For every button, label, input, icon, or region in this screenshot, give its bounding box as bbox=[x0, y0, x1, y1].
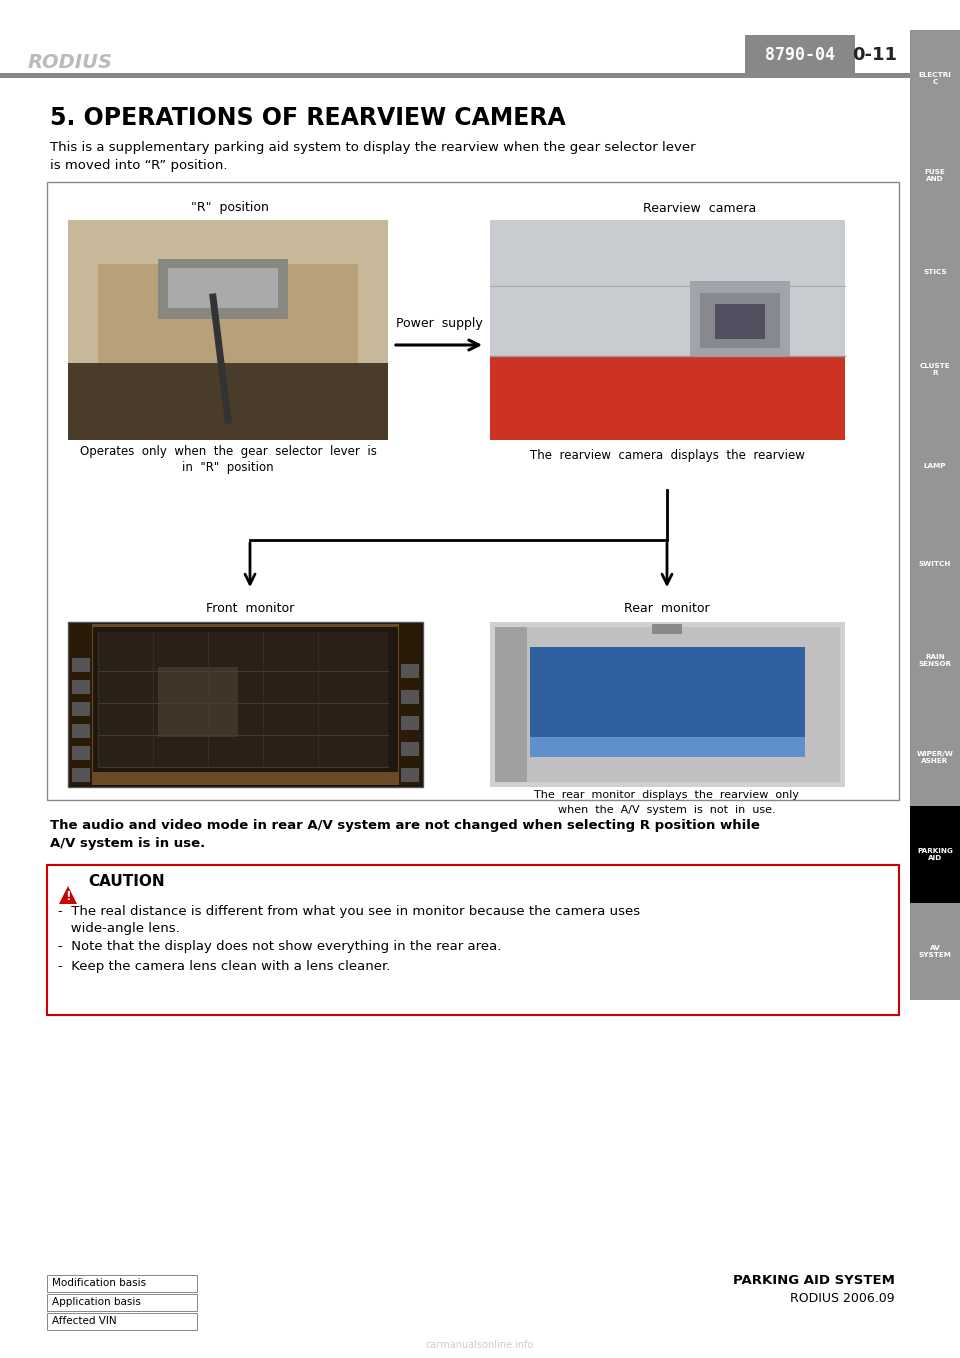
Text: when  the  A/V  system  is  not  in  use.: when the A/V system is not in use. bbox=[558, 805, 776, 815]
Bar bbox=[68, 363, 388, 440]
Text: 5. OPERATIONS OF REARVIEW CAMERA: 5. OPERATIONS OF REARVIEW CAMERA bbox=[50, 106, 565, 130]
Bar bbox=[93, 627, 398, 771]
Text: carmanualsonline.info: carmanualsonline.info bbox=[426, 1340, 534, 1350]
Text: The  rear  monitor  displays  the  rearview  only: The rear monitor displays the rearview o… bbox=[535, 790, 800, 800]
Text: Power  supply: Power supply bbox=[396, 316, 482, 330]
Bar bbox=[715, 304, 765, 338]
Bar bbox=[72, 702, 90, 716]
Bar bbox=[495, 627, 840, 782]
Bar bbox=[72, 680, 90, 694]
Text: -  Keep the camera lens clean with a lens cleaner.: - Keep the camera lens clean with a lens… bbox=[58, 960, 391, 972]
Text: !: ! bbox=[65, 891, 71, 903]
Text: RODIUS: RODIUS bbox=[28, 53, 113, 72]
Bar bbox=[0, 73, 910, 77]
Text: Rear  monitor: Rear monitor bbox=[624, 602, 709, 615]
Text: PARKING
AID: PARKING AID bbox=[917, 847, 953, 861]
Text: WIPER/W
ASHER: WIPER/W ASHER bbox=[917, 751, 953, 765]
Bar bbox=[910, 709, 960, 807]
Bar bbox=[690, 281, 790, 356]
Bar bbox=[72, 659, 90, 672]
Text: 0-11: 0-11 bbox=[852, 46, 898, 64]
Bar bbox=[910, 612, 960, 709]
Bar bbox=[401, 690, 419, 703]
Text: SWITCH: SWITCH bbox=[919, 561, 951, 566]
Text: "R"  position: "R" position bbox=[191, 201, 269, 215]
Text: Front  monitor: Front monitor bbox=[205, 602, 294, 615]
Bar bbox=[530, 737, 805, 756]
Bar bbox=[401, 741, 419, 756]
Bar bbox=[910, 807, 960, 903]
Bar bbox=[530, 646, 805, 756]
Text: 8790-04: 8790-04 bbox=[765, 46, 835, 64]
Bar bbox=[652, 623, 682, 634]
Bar bbox=[495, 627, 527, 782]
Text: -  The real distance is different from what you see in monitor because the camer: - The real distance is different from wh… bbox=[58, 904, 640, 918]
Text: This is a supplementary parking aid system to display the rearview when the gear: This is a supplementary parking aid syst… bbox=[50, 141, 696, 155]
Bar bbox=[70, 623, 92, 785]
Text: The  rearview  camera  displays  the  rearview: The rearview camera displays the rearvie… bbox=[530, 448, 804, 462]
Bar bbox=[490, 622, 845, 788]
Text: -  Note that the display does not show everything in the rear area.: - Note that the display does not show ev… bbox=[58, 940, 501, 953]
Bar bbox=[700, 292, 780, 348]
Bar bbox=[68, 622, 423, 788]
Bar bbox=[47, 1313, 197, 1329]
Text: in  "R"  position: in "R" position bbox=[182, 462, 274, 474]
Text: AV
SYSTEM: AV SYSTEM bbox=[919, 945, 951, 957]
Bar bbox=[910, 515, 960, 612]
Text: CLUSTE
R: CLUSTE R bbox=[920, 363, 950, 376]
Bar bbox=[98, 263, 358, 363]
Bar bbox=[399, 623, 421, 785]
Text: FUSE
AND: FUSE AND bbox=[924, 168, 946, 182]
Bar bbox=[158, 259, 288, 319]
Text: Operates  only  when  the  gear  selector  lever  is: Operates only when the gear selector lev… bbox=[80, 445, 376, 459]
Polygon shape bbox=[59, 885, 77, 904]
Text: LAMP: LAMP bbox=[924, 463, 947, 470]
Bar bbox=[98, 631, 388, 767]
Bar bbox=[47, 1294, 197, 1310]
Bar bbox=[401, 769, 419, 782]
Text: RAIN
SENSOR: RAIN SENSOR bbox=[919, 655, 951, 667]
Text: ELECTRI
C: ELECTRI C bbox=[919, 72, 951, 86]
Bar bbox=[68, 220, 388, 440]
Bar bbox=[72, 746, 90, 760]
Bar bbox=[490, 220, 845, 356]
Bar bbox=[72, 724, 90, 737]
Bar bbox=[745, 35, 855, 75]
Bar bbox=[910, 418, 960, 515]
Text: Rearview  camera: Rearview camera bbox=[643, 201, 756, 215]
Bar bbox=[910, 224, 960, 320]
Bar bbox=[910, 30, 960, 128]
Text: Modification basis: Modification basis bbox=[52, 1278, 146, 1287]
Bar bbox=[490, 356, 845, 440]
Bar bbox=[910, 903, 960, 999]
Text: RODIUS 2006.09: RODIUS 2006.09 bbox=[790, 1291, 895, 1305]
Bar bbox=[910, 320, 960, 418]
Text: A/V system is in use.: A/V system is in use. bbox=[50, 838, 205, 850]
Text: CAUTION: CAUTION bbox=[88, 875, 164, 889]
Bar bbox=[72, 769, 90, 782]
Bar bbox=[47, 1275, 197, 1291]
Text: Application basis: Application basis bbox=[52, 1297, 141, 1306]
Text: is moved into “R” position.: is moved into “R” position. bbox=[50, 159, 228, 172]
Bar bbox=[168, 268, 278, 308]
Bar bbox=[70, 623, 421, 785]
Bar bbox=[47, 182, 899, 800]
Bar bbox=[401, 664, 419, 678]
Bar bbox=[401, 716, 419, 731]
Text: wide-angle lens.: wide-angle lens. bbox=[58, 922, 180, 936]
Text: STICS: STICS bbox=[924, 269, 947, 276]
Text: PARKING AID SYSTEM: PARKING AID SYSTEM bbox=[733, 1274, 895, 1286]
Text: The audio and video mode in rear A/V system are not changed when selecting R pos: The audio and video mode in rear A/V sys… bbox=[50, 819, 760, 832]
Bar bbox=[47, 865, 899, 1014]
Text: Affected VIN: Affected VIN bbox=[52, 1316, 116, 1325]
Bar bbox=[158, 667, 238, 737]
Bar bbox=[910, 128, 960, 224]
